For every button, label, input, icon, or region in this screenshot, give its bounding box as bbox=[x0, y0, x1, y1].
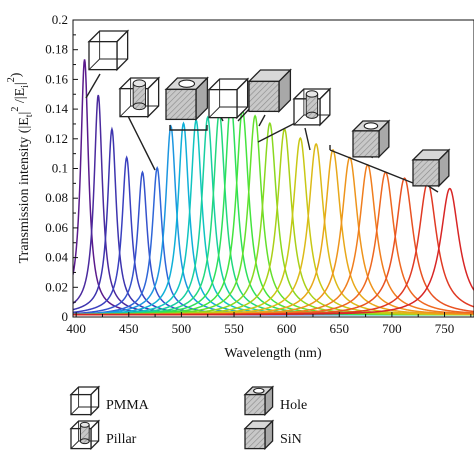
legend-entry-sin: SiN bbox=[243, 419, 302, 451]
legend: PMMA Pillar Hole SiN bbox=[69, 385, 307, 451]
y-tick-label-10: 0.2 bbox=[52, 12, 68, 27]
annotation-icons-layer bbox=[87, 29, 451, 188]
y-tick-label-8: 0.16 bbox=[45, 71, 68, 86]
y-tick-label-7: 0.14 bbox=[45, 101, 68, 116]
annotation-leader-line bbox=[258, 114, 266, 127]
annotation-leader-line bbox=[85, 73, 101, 99]
legend-entry-hole: Hole bbox=[243, 385, 307, 417]
annotation-leader-line bbox=[169, 125, 208, 131]
series-11-line bbox=[73, 111, 474, 316]
pmma-cube-icon bbox=[69, 385, 101, 417]
legend-label-sin: SiN bbox=[280, 432, 302, 447]
x-tick-label-600: 600 bbox=[277, 321, 297, 336]
y-tick-label-3: 0.06 bbox=[45, 220, 68, 235]
y-axis-title-part: | bbox=[17, 112, 32, 115]
y-tick-label-0: 0 bbox=[62, 309, 69, 324]
x-tick-label-550: 550 bbox=[224, 321, 244, 336]
y-axis-title-part: 2 bbox=[6, 77, 17, 82]
y-tick-label-9: 0.18 bbox=[45, 42, 68, 57]
y-tick-label-6: 0.12 bbox=[45, 131, 68, 146]
y-axis-title-part: ) bbox=[9, 72, 24, 77]
sin-cube-icon bbox=[243, 419, 275, 451]
series-layer bbox=[73, 59, 474, 316]
y-axis-title-part: | bbox=[13, 82, 28, 85]
hole-cube-icon bbox=[243, 385, 275, 417]
y-axis-title-part: 2 bbox=[10, 107, 21, 112]
annotation-hole-cube-icon bbox=[351, 119, 391, 159]
pillar-cube-icon bbox=[69, 419, 101, 451]
annotation-sin-cube-icon bbox=[411, 148, 451, 188]
y-tick-label-1: 0.02 bbox=[45, 279, 68, 294]
annotation-leader-line bbox=[125, 111, 156, 171]
y-axis-title: Transmission intensity (|Et|2 /|Ei|2) bbox=[6, 72, 35, 263]
legend-entry-pmma: PMMA bbox=[69, 385, 150, 417]
series-15-line bbox=[73, 121, 474, 316]
x-axis-title: Wavelength (nm) bbox=[224, 346, 322, 361]
annotation-pmma-cube-icon bbox=[207, 77, 250, 120]
x-tick-label-500: 500 bbox=[172, 321, 192, 336]
series-25-line bbox=[73, 187, 474, 316]
annotation-pillar-cube-icon bbox=[292, 87, 332, 127]
y-axis-title-part: t bbox=[24, 114, 35, 117]
annotation-pillar-cube-icon bbox=[118, 76, 161, 119]
y-axis-title-part: /|E bbox=[13, 88, 28, 107]
y-axis-title-part: Transmission intensity (|E bbox=[17, 117, 32, 263]
annotation-pmma-cube-icon bbox=[87, 29, 130, 72]
axes-layer: 400 450 500 550 600 650 700 750 0 0.02 0.04 0.06 0.0… bbox=[45, 12, 474, 336]
legend-entry-pillar: Pillar bbox=[69, 419, 137, 451]
annotation-leader-line bbox=[329, 149, 419, 186]
annotation-sin-cube-icon bbox=[247, 68, 292, 113]
legend-label-pillar: Pillar bbox=[106, 432, 137, 447]
y-tick-label-5: 0.1 bbox=[52, 161, 68, 176]
x-tick-label-400: 400 bbox=[66, 321, 86, 336]
annotation-leader-line bbox=[304, 127, 311, 151]
legend-label-pmma: PMMA bbox=[106, 398, 150, 413]
x-tick-label-750: 750 bbox=[435, 321, 455, 336]
x-tick-label-700: 700 bbox=[382, 321, 402, 336]
y-tick-label-4: 0.08 bbox=[45, 190, 68, 205]
y-tick-label-2: 0.04 bbox=[45, 250, 68, 265]
legend-label-hole: Hole bbox=[280, 398, 307, 413]
series-13-line bbox=[73, 108, 474, 316]
x-tick-label-450: 450 bbox=[119, 321, 139, 336]
annotation-sin-cube-icon bbox=[164, 76, 209, 121]
y-axis-title-part: i bbox=[20, 85, 31, 88]
x-tick-label-650: 650 bbox=[330, 321, 350, 336]
